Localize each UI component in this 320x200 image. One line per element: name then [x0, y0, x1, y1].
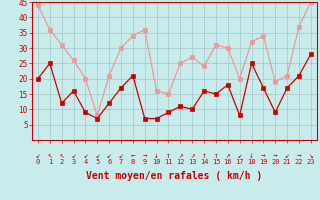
- Text: →: →: [273, 151, 277, 160]
- Text: →: →: [297, 151, 301, 160]
- Text: ↙: ↙: [107, 151, 111, 160]
- Text: ↗: ↗: [226, 151, 230, 160]
- Text: ↙: ↙: [119, 151, 123, 160]
- Text: ↙: ↙: [71, 151, 76, 160]
- Text: ↓: ↓: [154, 151, 159, 160]
- Text: ↑: ↑: [214, 151, 218, 160]
- Text: ↘: ↘: [308, 151, 313, 160]
- Text: ←: ←: [131, 151, 135, 160]
- Text: ↖: ↖: [47, 151, 52, 160]
- Text: ↓: ↓: [249, 151, 254, 160]
- Text: ↙: ↙: [36, 151, 40, 160]
- Text: Vent moyen/en rafales ( km/h ): Vent moyen/en rafales ( km/h ): [86, 171, 262, 181]
- Text: ↑: ↑: [202, 151, 206, 160]
- Text: ↙: ↙: [83, 151, 88, 160]
- Text: ↗: ↗: [190, 151, 195, 160]
- Text: ↙: ↙: [285, 151, 290, 160]
- Text: ↗: ↗: [178, 151, 183, 160]
- Text: →: →: [261, 151, 266, 160]
- Text: ↙: ↙: [95, 151, 100, 160]
- Text: →: →: [142, 151, 147, 160]
- Text: ↑: ↑: [166, 151, 171, 160]
- Text: ↙: ↙: [237, 151, 242, 160]
- Text: ↖: ↖: [59, 151, 64, 160]
